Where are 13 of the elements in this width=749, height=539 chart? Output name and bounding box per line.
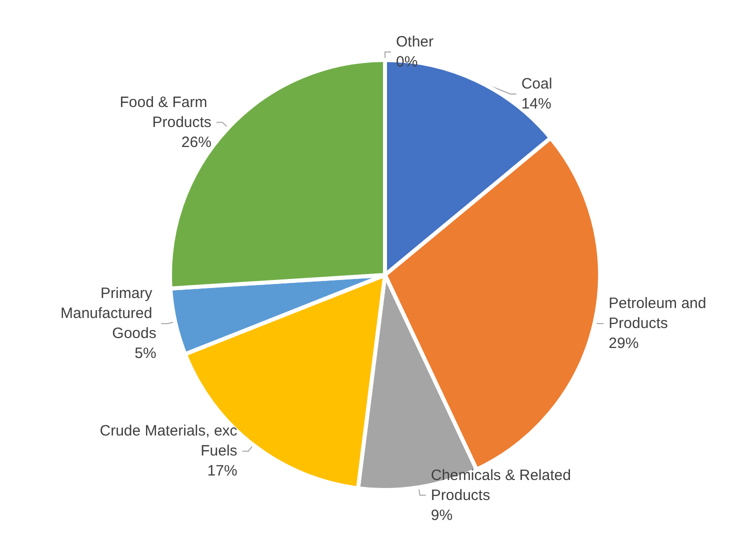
data-label: 14% bbox=[521, 96, 552, 112]
data-label: 17% bbox=[207, 462, 238, 480]
data-label: 29% bbox=[608, 335, 639, 352]
slice-label: Primary Manufactured Goods bbox=[60, 285, 156, 342]
slice-label: Food & Farm Products bbox=[120, 94, 212, 131]
slice-label: Coal bbox=[521, 76, 552, 92]
data-label: 9% bbox=[430, 506, 453, 524]
slice-label: Chemicals & Related Products bbox=[430, 466, 576, 504]
data-label: 5% bbox=[134, 345, 156, 362]
slice-label: Petroleum and Products bbox=[608, 295, 710, 332]
data-label: 26% bbox=[181, 134, 212, 151]
slice-label: Crude Materials, exc Fuels bbox=[100, 422, 238, 460]
category-label: Other bbox=[396, 34, 434, 50]
